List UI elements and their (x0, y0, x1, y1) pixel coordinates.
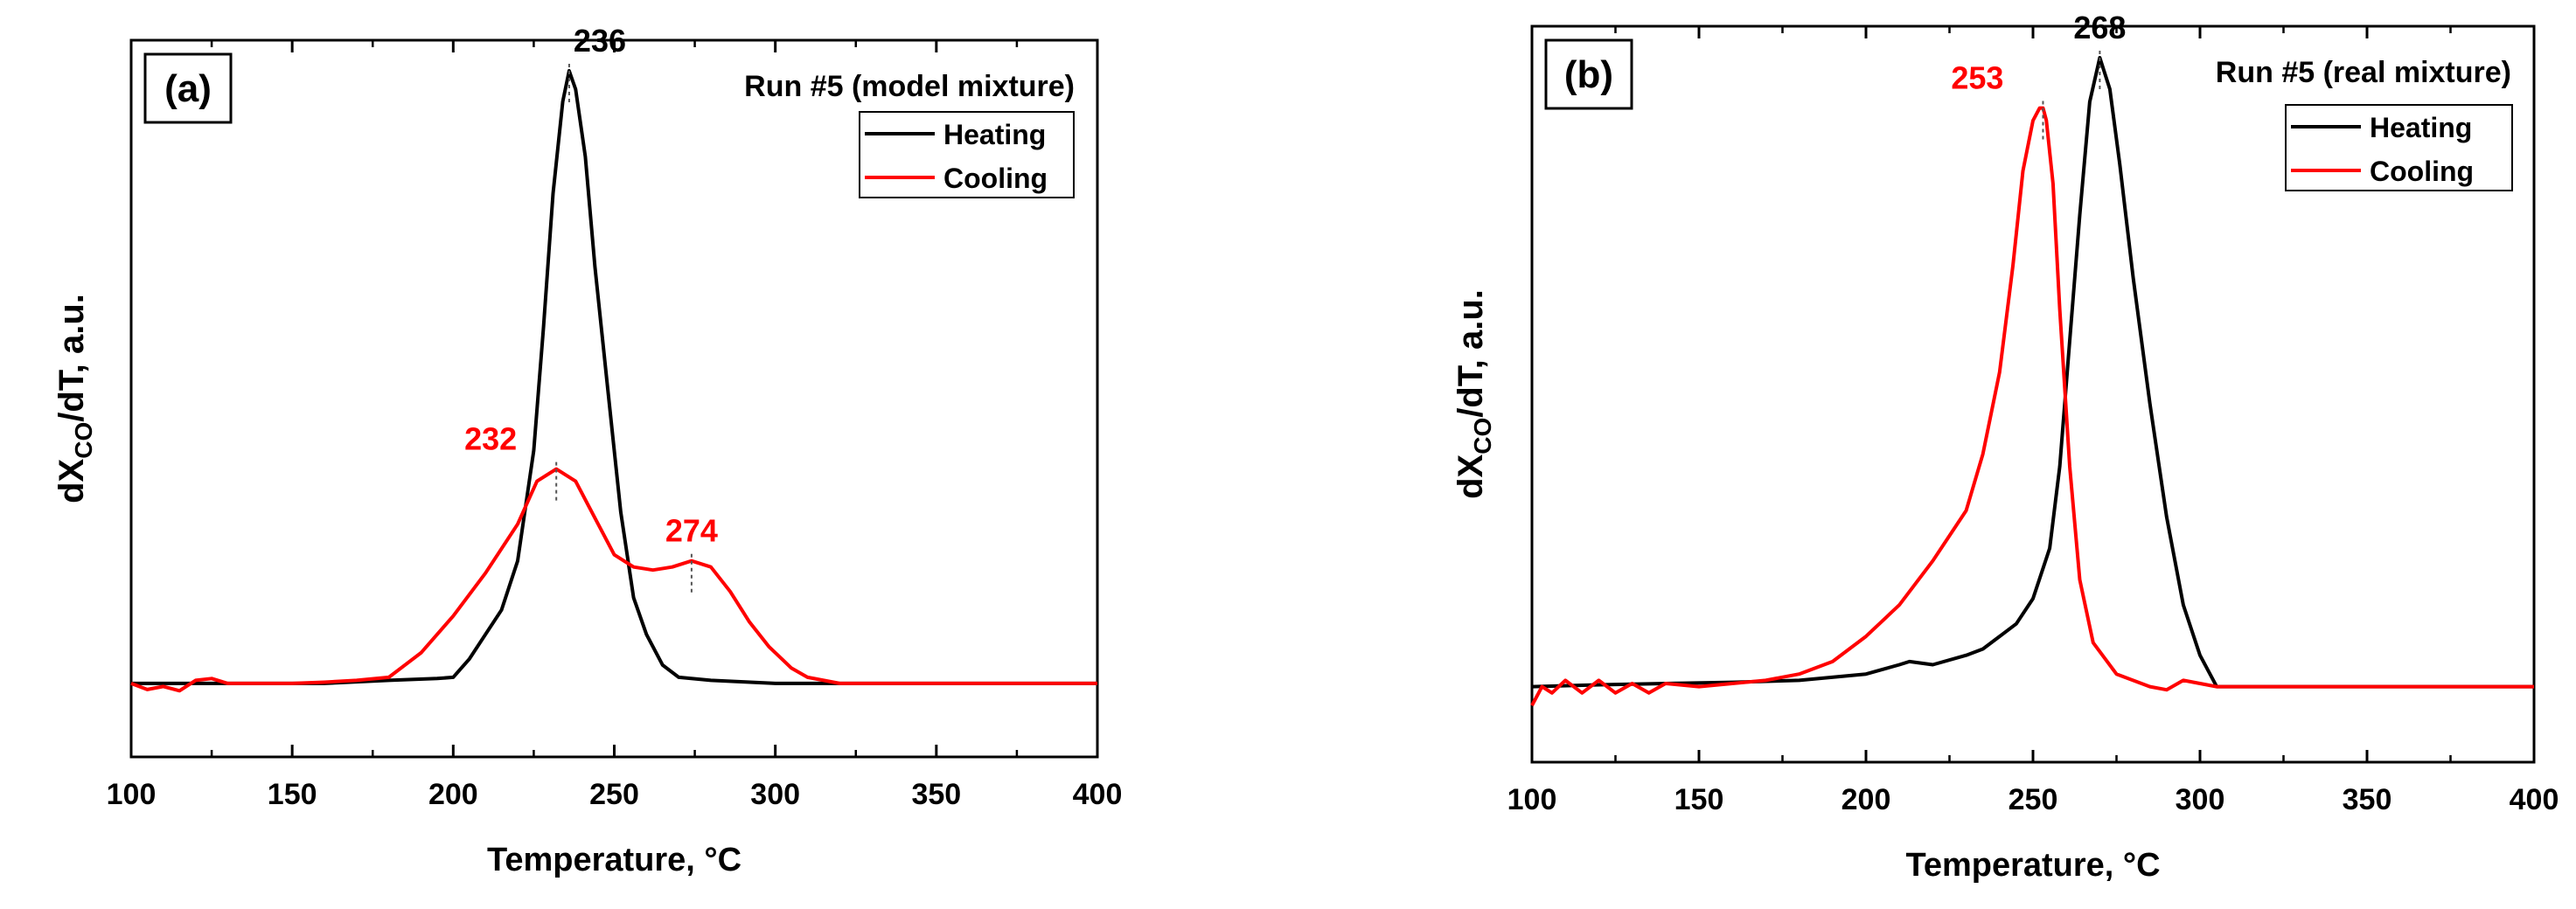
peak-label: 236 (574, 23, 626, 59)
x-tick-label: 300 (750, 778, 800, 811)
legend-label-heating: Heating (2370, 112, 2472, 143)
x-tick-label: 200 (1841, 783, 1891, 816)
x-tick-label: 200 (428, 778, 478, 811)
legend-label-cooling: Cooling (943, 163, 1048, 194)
series-line-heating (131, 69, 1097, 685)
y-axis-label-subscript: CO (1469, 418, 1496, 454)
legend-label-cooling: Cooling (2370, 156, 2474, 187)
peak-label: 232 (464, 421, 517, 457)
y-axis-label-main: dX (1452, 454, 1490, 498)
x-tick-label: 400 (2510, 783, 2559, 816)
x-tick-label: 250 (589, 778, 639, 811)
panel-a: 100 150 200 250 300 350 400 Temperature, °C dXCO… (52, 23, 1122, 878)
panel-label-box (143, 52, 233, 124)
peak-label: 274 (665, 513, 718, 549)
x-tick-label: 150 (1674, 783, 1724, 816)
x-tick-label: 150 (268, 778, 317, 811)
x-tick-label: 400 (1073, 778, 1123, 811)
x-axis-label: Temperature, °C (487, 842, 741, 878)
panel-b: 100 150 200 250 300 350 400 Temperature, °C dXCO… (1452, 10, 2559, 884)
x-tick-label: 350 (911, 778, 961, 811)
y-axis-label: dXCO/dT, a.u. (1452, 289, 1496, 499)
legend-box (859, 111, 1075, 198)
peak-label: 268 (2073, 10, 2126, 45)
y-axis-label-rest: /dT, a.u. (52, 294, 91, 422)
legend-label-heating: Heating (943, 119, 1046, 150)
chart-title: Run #5 (real mixture) (2216, 56, 2511, 89)
x-tick-label: 100 (1507, 783, 1557, 816)
series-line-cooling (1530, 106, 2534, 707)
y-axis-label-rest: /dT, a.u. (1452, 289, 1490, 418)
panel-label: (a) (164, 67, 212, 110)
y-axis-label-subscript: CO (70, 422, 97, 459)
x-tick-label: 300 (2176, 783, 2225, 816)
legend-box (2285, 104, 2513, 191)
y-axis-label-main: dX (52, 458, 91, 503)
panel-label: (b) (1564, 53, 1613, 96)
series-line-cooling (130, 467, 1097, 693)
x-tick-label: 250 (2009, 783, 2058, 816)
x-axis-label: Temperature, °C (1905, 847, 2160, 884)
x-tick-label: 100 (107, 778, 157, 811)
series-line-heating (1531, 56, 2534, 689)
y-axis-label: dXCO/dT, a.u. (52, 294, 97, 503)
panel-label-box (1544, 38, 1633, 110)
chart-title: Run #5 (model mixture) (744, 70, 1075, 103)
peak-label: 253 (1951, 60, 2003, 96)
x-tick-label: 350 (2343, 783, 2392, 816)
